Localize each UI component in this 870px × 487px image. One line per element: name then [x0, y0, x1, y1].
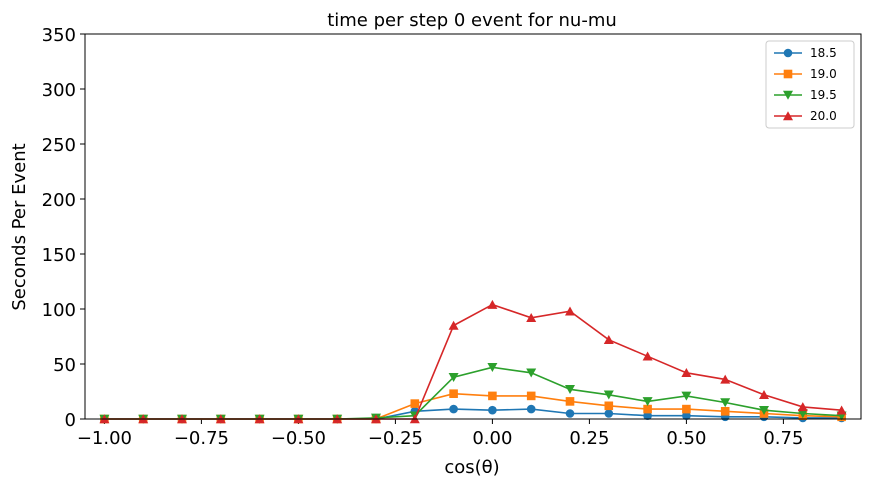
data-point-19-0 [488, 391, 497, 401]
x-tick-label: −1.00 [77, 428, 132, 449]
data-point-20-0 [487, 299, 498, 309]
data-point-19-5 [681, 391, 692, 401]
data-point-20-0 [642, 351, 653, 361]
data-point-20-0 [720, 374, 731, 384]
x-tick-label: 0.25 [569, 428, 609, 449]
chart-title: time per step 0 event for nu-mu [327, 10, 617, 31]
series-line-19-0 [104, 392, 842, 420]
data-point-20-0 [759, 390, 769, 400]
data-point-19-5 [797, 409, 808, 419]
y-tick-label: 150 [42, 245, 76, 266]
legend-label: 19.5 [810, 88, 837, 102]
data-point-20-0 [603, 335, 614, 345]
series-line-20-0 [104, 303, 842, 420]
x-tick-label: 0.00 [472, 428, 512, 449]
data-point-19-5 [759, 405, 769, 415]
legend-box [765, 40, 855, 129]
data-point-20-0 [565, 306, 575, 316]
data-point-19-0 [643, 404, 652, 414]
data-point-20-0 [836, 405, 847, 415]
series-19-5 [99, 363, 847, 424]
legend-label: 20.0 [810, 109, 837, 123]
x-tick-label: −0.50 [271, 428, 326, 449]
data-point-18-5 [682, 411, 691, 421]
data-point-19-5 [487, 363, 498, 373]
legend-marker [783, 69, 793, 79]
data-point-19-0 [449, 389, 458, 398]
legend-marker [783, 111, 793, 121]
data-point-19-5 [720, 398, 731, 408]
legend-label: 19.0 [810, 67, 837, 81]
data-point-19-5 [565, 385, 575, 395]
data-point-20-0 [448, 320, 459, 330]
data-point-19-0 [604, 401, 614, 411]
plot-area-frame [84, 33, 862, 420]
x-tick-label: −0.75 [174, 428, 229, 449]
y-tick-label: 300 [42, 80, 76, 101]
data-point-18-5 [643, 411, 652, 421]
data-point-19-0 [526, 391, 536, 401]
data-point-18-5 [449, 404, 458, 414]
data-point-18-5 [526, 404, 536, 414]
y-tick-label: 50 [53, 355, 76, 376]
legend-marker [783, 48, 793, 58]
series-18-5 [100, 404, 846, 424]
y-tick-label: 100 [42, 300, 76, 321]
data-point-18-5 [565, 409, 575, 418]
y-tick-label: 0 [65, 410, 76, 431]
data-point-19-5 [642, 397, 653, 407]
data-point-20-0 [681, 368, 692, 378]
x-tick-label: 0.75 [763, 428, 803, 449]
data-point-19-0 [682, 404, 691, 414]
y-tick-label: 200 [42, 190, 76, 211]
data-point-19-0 [565, 397, 575, 406]
legend: 18.5 19.0 19.5 20.0 [765, 40, 855, 129]
series-line-18-5 [104, 408, 842, 420]
legend-label: 18.5 [810, 46, 837, 60]
data-point-20-0 [797, 402, 808, 412]
data-point-19-0 [410, 399, 420, 408]
data-point-18-5 [604, 409, 614, 418]
y-tick-label: 250 [42, 135, 76, 156]
data-point-20-0 [526, 313, 537, 323]
data-point-19-5 [603, 390, 614, 400]
x-tick-label: 0.50 [666, 428, 706, 449]
data-point-18-5 [488, 405, 497, 415]
x-axis-ticks: −1.00 −0.75 −0.50 −0.25 0.00 0.25 0.50 0.75 [77, 419, 803, 449]
y-tick-label: 350 [42, 25, 76, 46]
y-axis-ticks: 0 50 100 150 200 250 300 350 [42, 25, 85, 431]
y-axis-label: Seconds Per Event [9, 143, 30, 310]
x-axis-label: cos(θ) [444, 457, 499, 478]
legend-marker [783, 90, 793, 100]
x-tick-label: −0.25 [368, 428, 423, 449]
data-point-19-0 [720, 407, 730, 416]
series-layer [99, 299, 847, 424]
data-point-19-5 [526, 368, 537, 378]
data-point-19-5 [448, 372, 459, 382]
